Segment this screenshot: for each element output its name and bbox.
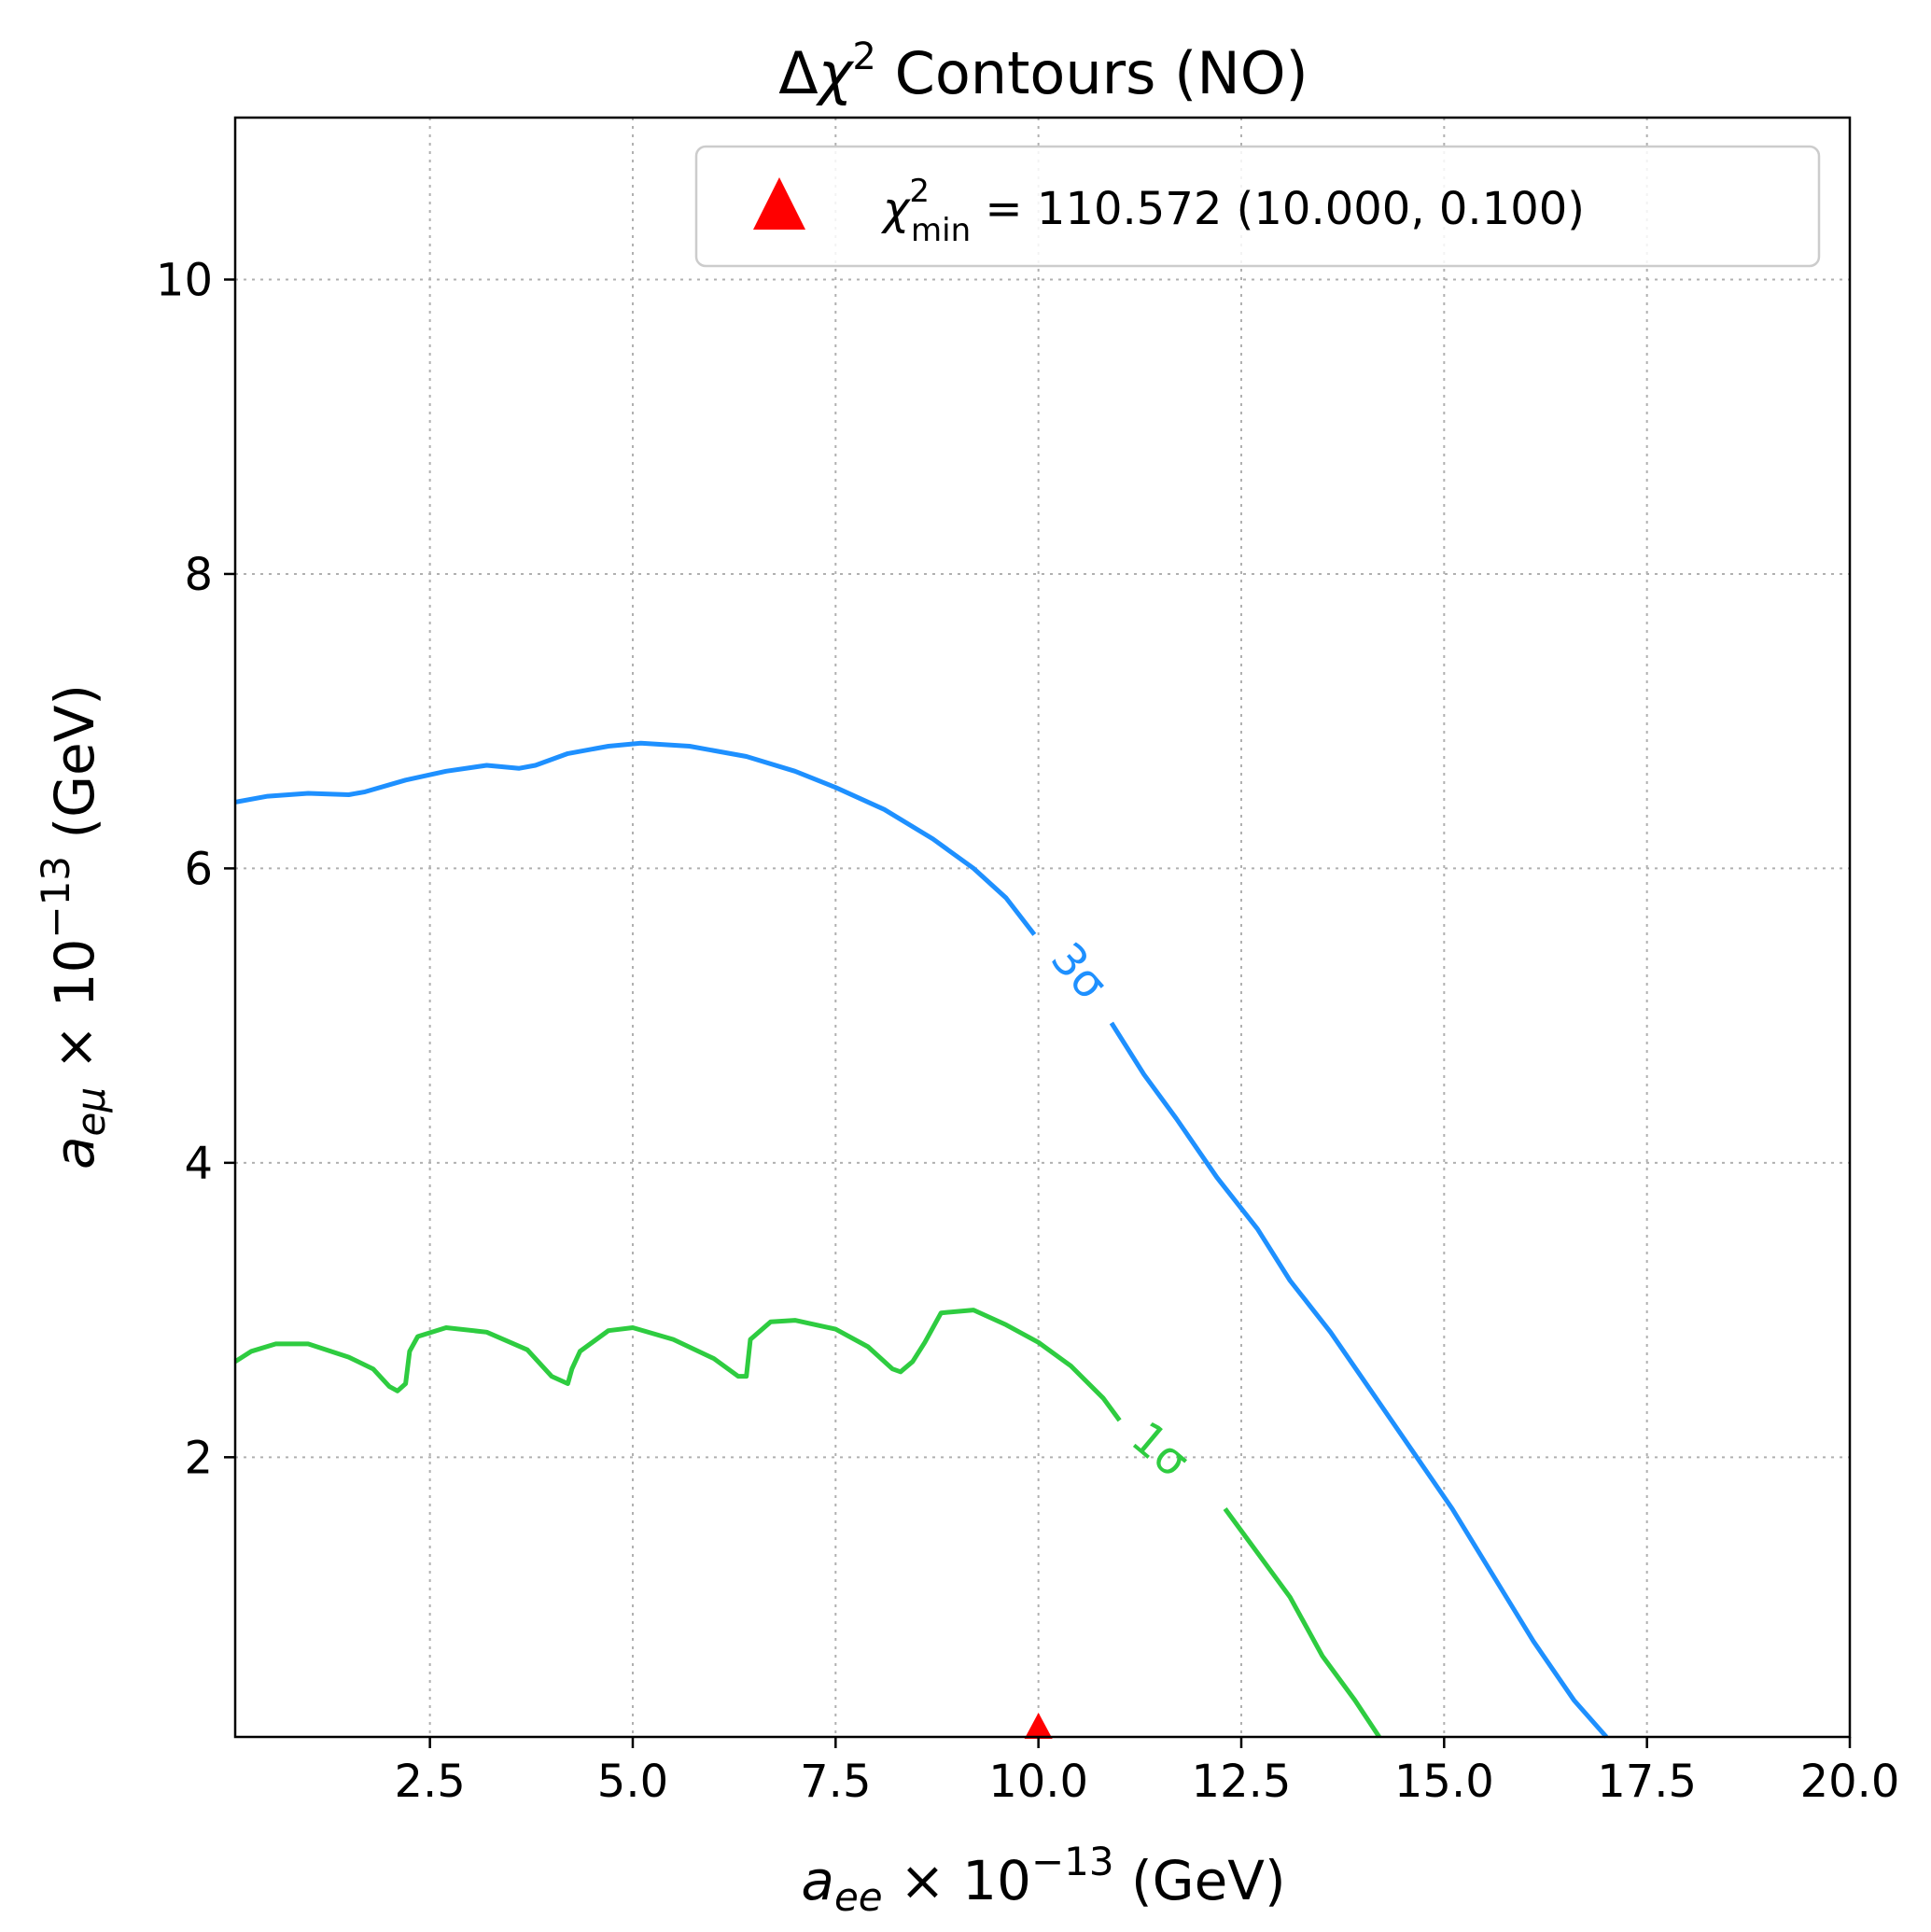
y-tick-label: 4	[184, 1138, 213, 1190]
x-tick-label: 20.0	[1800, 1756, 1900, 1808]
minimum-marker-triangle	[1024, 1713, 1053, 1739]
minimum-marker-layer	[1024, 1713, 1053, 1739]
y-tick-label: 2	[184, 1432, 213, 1484]
contour-line	[234, 740, 1037, 936]
x-tick-label: 17.5	[1597, 1756, 1697, 1808]
contour-line	[233, 1308, 1122, 1422]
x-tick-label: 7.5	[800, 1756, 871, 1808]
x-tick-label: 15.0	[1394, 1756, 1494, 1808]
x-tick-label: 2.5	[394, 1756, 465, 1808]
x-tick-label: 10.0	[988, 1756, 1088, 1808]
contour-line	[1109, 1021, 1609, 1739]
grid-lines	[235, 118, 1850, 1737]
x-axis-label: aee × 10−13 (GeV)	[801, 1839, 1285, 1920]
y-tick-label: 10	[156, 255, 213, 307]
legend-entry-label: χ2 min = 110.572 (10.000, 0.100)	[880, 173, 1585, 249]
legend: χ2 min = 110.572 (10.000, 0.100)	[694, 145, 1821, 268]
y-tick-label: 6	[184, 843, 213, 895]
chart-title: Δχ2 Contours (NO)	[778, 35, 1308, 107]
x-tick-label: 12.5	[1192, 1756, 1292, 1808]
legend-box	[694, 145, 1821, 268]
y-tick-label: 8	[184, 549, 213, 601]
contour-line	[1223, 1507, 1381, 1739]
axis-ticks: 2.5 5.0 7.5 10.0 12.5 15.0 17.5 20.0 2 4 6 8 10	[156, 255, 1900, 1809]
legend-marker-triangle-icon	[753, 177, 805, 230]
x-tick-label: 5.0	[597, 1756, 668, 1808]
plot-frame	[233, 116, 1852, 1739]
y-axis-label: aeμ × 10−13 (GeV)	[33, 684, 114, 1169]
